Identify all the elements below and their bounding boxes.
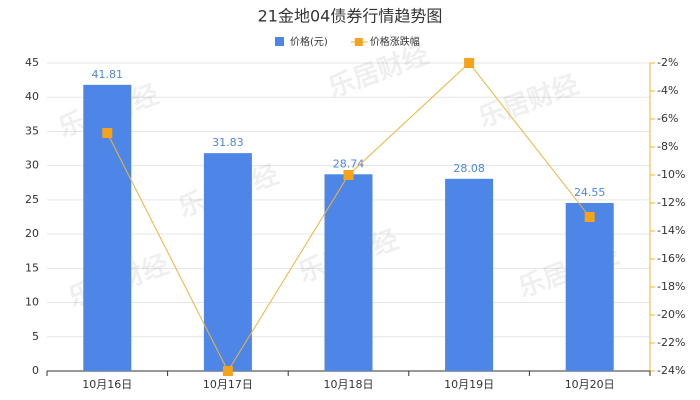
- y2-tick-label: -20%: [657, 308, 685, 321]
- y-tick-label: 10: [25, 296, 39, 309]
- data-label: 41.81: [92, 68, 124, 81]
- line-marker: [584, 212, 595, 222]
- data-label: 24.55: [574, 186, 606, 199]
- watermark: 乐居财经: [324, 39, 432, 104]
- y2-tick-label: -16%: [657, 252, 685, 265]
- x-tick-label: 10月19日: [444, 378, 494, 391]
- x-tick-label: 10月18日: [324, 378, 374, 391]
- y-tick-label: 40: [25, 90, 39, 103]
- data-label: 28.08: [453, 162, 485, 175]
- y-tick-label: 30: [25, 159, 39, 172]
- y2-tick-label: -14%: [657, 224, 685, 237]
- y-tick-label: 45: [25, 56, 39, 69]
- y-tick-label: 15: [25, 261, 39, 274]
- line-marker: [343, 170, 354, 180]
- chart-title: 21金地04债券行情趋势图: [258, 7, 443, 26]
- y2-tick-label: -8%: [657, 140, 678, 153]
- x-tick-label: 10月17日: [203, 378, 253, 391]
- data-label: 31.83: [212, 136, 244, 149]
- y2-tick-label: -22%: [657, 336, 685, 349]
- legend-swatch: [354, 38, 363, 46]
- bar: [565, 202, 614, 371]
- y-tick-label: 0: [32, 364, 39, 377]
- data-label: 28.74: [333, 157, 365, 170]
- watermark: 乐居财经: [474, 69, 582, 134]
- bar: [203, 153, 252, 371]
- y2-tick-label: -10%: [657, 168, 685, 181]
- bar: [324, 174, 373, 371]
- y2-tick-label: -4%: [657, 84, 678, 97]
- y-tick-label: 5: [32, 330, 39, 343]
- bar: [445, 178, 494, 371]
- legend-label: 价格(元): [290, 35, 328, 48]
- legend-label: 价格涨跌幅: [370, 35, 420, 48]
- line-marker: [222, 366, 233, 376]
- y2-tick-label: -2%: [657, 56, 678, 69]
- legend-swatch: [275, 37, 284, 46]
- y2-tick-label: -18%: [657, 280, 685, 293]
- x-tick-label: 10月16日: [82, 378, 132, 391]
- y2-tick-label: -24%: [657, 364, 685, 377]
- y-tick-label: 20: [25, 227, 39, 240]
- line-marker: [464, 58, 475, 68]
- line-marker: [102, 128, 113, 138]
- y-tick-label: 25: [25, 193, 39, 206]
- y-tick-label: 35: [25, 124, 39, 137]
- x-tick-label: 10月20日: [565, 378, 615, 391]
- bar: [83, 84, 132, 372]
- y2-tick-label: -6%: [657, 112, 678, 125]
- y2-tick-label: -12%: [657, 196, 685, 209]
